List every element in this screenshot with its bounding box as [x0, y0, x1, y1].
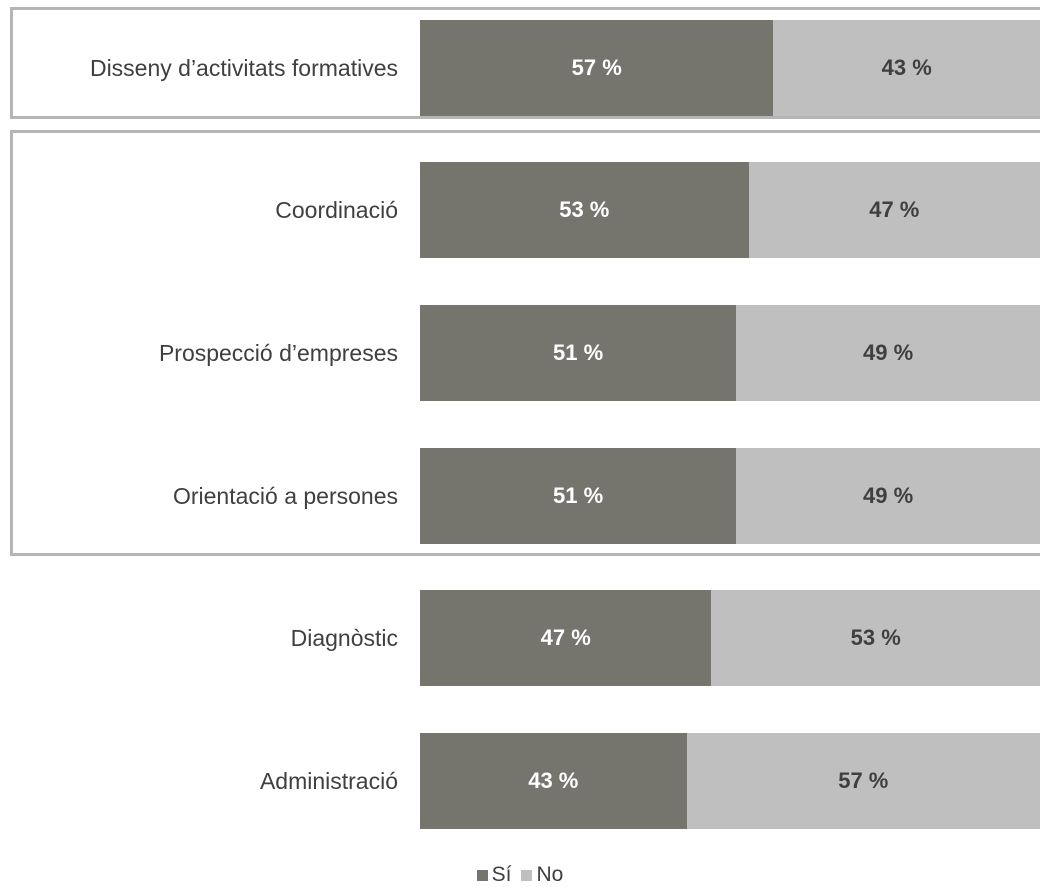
- bar-area: 57 % 43 %: [420, 20, 1040, 116]
- data-label: 49 %: [863, 483, 914, 508]
- group-frame: [10, 130, 1040, 556]
- category-label: Orientació a persones: [172, 483, 398, 509]
- bar-row: Orientació a persones 51 % 49 %: [0, 448, 1040, 544]
- category-label: Administració: [259, 768, 398, 794]
- bar-segment-no: 57 %: [686, 733, 1040, 829]
- group-frame: [10, 7, 1040, 119]
- bar-area: 51 % 49 %: [420, 305, 1040, 401]
- data-label: 53 %: [559, 197, 610, 222]
- bar-segment-no: 53 %: [711, 590, 1040, 686]
- data-label: 57 %: [571, 55, 622, 80]
- data-label: 47 %: [869, 197, 920, 222]
- data-label: 43 %: [881, 55, 932, 80]
- bar-row: Prospecció d’empreses 51 % 49 %: [0, 305, 1040, 401]
- data-label: 57 %: [838, 768, 889, 793]
- bar-row: Disseny d’activitats formatives 57 % 43 %: [0, 20, 1040, 116]
- bar-segment-si: 51 %: [420, 305, 737, 401]
- bar-segment-si: 47 %: [420, 590, 712, 686]
- bar-segment-no: 49 %: [736, 448, 1040, 544]
- legend-item: No: [521, 863, 563, 887]
- legend-swatch: [476, 869, 488, 881]
- bar-area: 51 % 49 %: [420, 448, 1040, 544]
- data-label: 43 %: [528, 768, 579, 793]
- category-label: Disseny d’activitats formatives: [89, 55, 398, 81]
- bar-segment-si: 43 %: [420, 733, 687, 829]
- bar-area: 53 % 47 %: [420, 162, 1040, 258]
- legend-swatch: [521, 869, 533, 881]
- category-label: Prospecció d’empreses: [158, 340, 398, 366]
- bar-segment-si: 51 %: [420, 448, 737, 544]
- legend-item: Sí: [476, 863, 512, 887]
- legend: Sí No: [0, 863, 1040, 887]
- category-label: Coordinació: [275, 197, 398, 223]
- bar-area: 43 % 57 %: [420, 733, 1040, 829]
- bar-segment-si: 53 %: [420, 162, 749, 258]
- bar-segment-no: 47 %: [748, 162, 1040, 258]
- legend-label: Sí: [491, 863, 512, 886]
- bar-area: 47 % 53 %: [420, 590, 1040, 686]
- bar-segment-si: 57 %: [420, 20, 774, 116]
- bar-segment-no: 49 %: [736, 305, 1040, 401]
- data-label: 51 %: [553, 340, 604, 365]
- legend-label: No: [536, 863, 564, 886]
- bar-row: Diagnòstic 47 % 53 %: [0, 590, 1040, 686]
- category-label: Diagnòstic: [290, 625, 398, 651]
- data-label: 51 %: [553, 483, 604, 508]
- bar-row: Coordinació 53 % 47 %: [0, 162, 1040, 258]
- data-label: 49 %: [863, 340, 914, 365]
- bar-segment-no: 43 %: [773, 20, 1040, 116]
- data-label: 47 %: [540, 625, 591, 650]
- bar-row: Administració 43 % 57 %: [0, 733, 1040, 829]
- data-label: 53 %: [850, 625, 901, 650]
